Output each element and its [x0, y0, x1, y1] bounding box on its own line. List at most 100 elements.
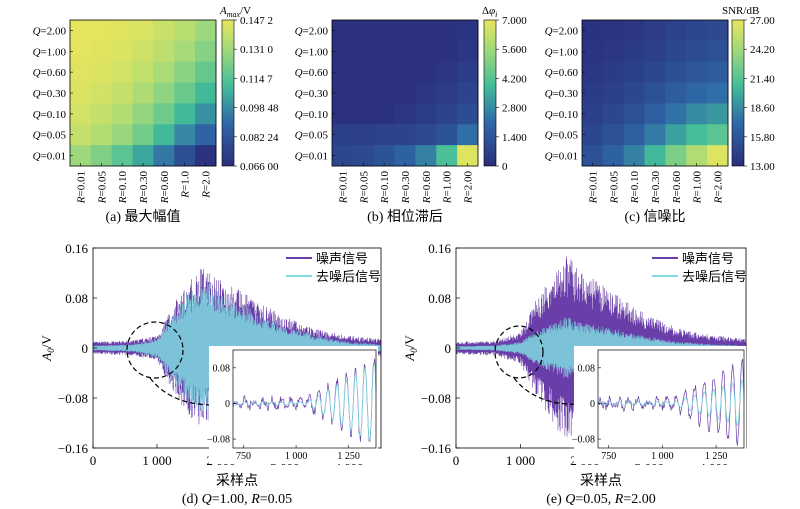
heatmap-cell — [644, 124, 666, 146]
heatmap-cell — [394, 103, 416, 125]
heatmap-cell — [686, 40, 708, 63]
heatmap-cell — [195, 145, 217, 167]
heatmap-cell — [90, 40, 113, 63]
heatmap-cell — [707, 103, 729, 125]
heatmap-cell — [582, 145, 604, 167]
heatmap-cell — [602, 40, 625, 63]
heatmap-xlabel: R=1.0 — [180, 171, 192, 199]
heatmap-cell — [707, 20, 729, 42]
heatmap-xlabel: R=0.30 — [650, 171, 662, 205]
heatmap-ylabel: Q=1.00 — [295, 46, 329, 58]
heatmap-cell — [665, 145, 687, 167]
heatmap-ylabel: Q=0.01 — [33, 151, 66, 163]
heatmap-cell — [707, 61, 729, 83]
heatmap-cell — [665, 103, 687, 125]
colorbar-tick-label: 0.131 0 — [240, 44, 274, 56]
heatmap-cell — [602, 124, 625, 146]
heatmap-cell — [582, 82, 604, 104]
heatmap-cell — [686, 61, 708, 83]
caption-d: (d) Q=1.00, R=0.05 — [182, 492, 292, 507]
heatmap-ylabel: Q=2.00 — [545, 25, 579, 37]
heatmap-cell — [153, 124, 175, 146]
heatmap-cell — [623, 103, 645, 125]
caption-e: (e) Q=0.05, R=2.00 — [546, 492, 656, 507]
signal-xtick-label: 1 000 — [142, 453, 171, 468]
colorbar-tick-label: 0.098 48 — [240, 103, 279, 115]
heatmap-xlabel: R=0.60 — [421, 171, 433, 205]
heatmap-cell — [195, 82, 217, 104]
heatmap-ylabel: Q=0.60 — [295, 67, 329, 79]
colorbar-a — [221, 19, 235, 167]
heatmap-cell — [686, 145, 708, 167]
signal-ytick-label: −0.08 — [421, 391, 451, 406]
colorbar-tick-label: 4.200 — [502, 73, 527, 85]
heatmap-cell — [644, 103, 666, 125]
heatmap-cell — [582, 61, 604, 83]
heatmap-cell — [70, 40, 92, 63]
heatmap-xlabel: R=1.00 — [692, 171, 704, 205]
heatmap-cell — [70, 20, 92, 42]
inset-ticks-d: 750 1 000 1 250 0.08 0 −0.08 — [207, 363, 360, 462]
heatmap-cell — [195, 103, 217, 125]
heatmap-cell — [602, 103, 625, 125]
colorbar-tick-label: 0.114 7 — [240, 73, 273, 85]
heatmap-cell — [90, 20, 113, 42]
heatmap-cell — [707, 124, 729, 146]
heatmap-cell — [582, 124, 604, 146]
colorbar-tick-label: 13.00 — [750, 161, 775, 173]
colorbar-tick-label: 0 — [502, 161, 508, 173]
heatmap-cell — [195, 20, 217, 42]
heatmap-ylabels-a: Q=2.00 Q=1.00 Q=0.60 Q=0.30 Q=0.10 Q=0.05 Q=0.… — [33, 25, 73, 163]
inset-e: 750 1 000 1 250 0.08 0 −0.08 — [572, 346, 746, 464]
heatmap-cell — [373, 145, 395, 167]
inset-background-e — [574, 346, 746, 464]
heatmap-cell — [644, 82, 666, 104]
heatmap-xlabel: R=0.10 — [379, 171, 391, 205]
signal-ytick-label: 0.16 — [428, 241, 451, 256]
heatmap-cell — [602, 61, 625, 83]
heatmap-cell — [644, 20, 666, 42]
signal-xtick-label: 0 — [453, 453, 460, 468]
heatmap-cell — [394, 61, 416, 83]
signal-yticks-d: 0.16 0.08 0 −0.08 −0.16 — [58, 241, 97, 456]
heatmap-xlabel: R=2.00 — [463, 171, 475, 205]
colorbar-title-b: Δφi — [482, 5, 497, 19]
colorbar-tick-label: 18.60 — [750, 103, 775, 115]
xlabel-e: 采样点 — [580, 473, 622, 489]
heatmap-cell — [436, 61, 458, 83]
heatmap-cell — [132, 40, 154, 63]
heatmap-cell — [665, 40, 687, 63]
heatmap-xlabel: R=0.05 — [608, 171, 620, 205]
heatmap-cell — [195, 61, 217, 83]
heatmap-cell — [352, 20, 375, 42]
heatmap-cell — [90, 82, 113, 104]
caption-b: (b) 相位滞后 — [367, 209, 443, 225]
xlabel-d: 采样点 — [216, 473, 258, 489]
signal-ytick-label: 0.08 — [428, 291, 451, 306]
heatmap-cell — [352, 61, 375, 83]
heatmap-cell — [373, 20, 395, 42]
heatmap-cell — [132, 124, 154, 146]
heatmap-cell — [111, 82, 133, 104]
signal-yticks-e: 0.16 0.08 0 −0.08 −0.16 — [421, 241, 460, 456]
caption-a: (a) 最大幅值 — [105, 209, 180, 225]
heatmap-cell — [132, 103, 154, 125]
heatmap-xlabel: R=0.10 — [629, 171, 641, 205]
heatmap-panel-c: Q=2.00 Q=1.00 Q=0.60 Q=0.30 Q=0.10 Q=0.05 Q=0.… — [545, 5, 776, 225]
heatmap-xlabels-a: R=0.01 R=0.05 R=0.10 R=0.30 R=0.60 R=1.0 R=2.0 — [75, 163, 213, 204]
heatmap-cell — [153, 145, 175, 167]
legend-label-denoised-e: 去噪后信号 — [682, 269, 747, 284]
heatmap-ylabel: Q=0.05 — [545, 130, 579, 142]
heatmap-ylabel: Q=2.00 — [33, 25, 67, 37]
heatmap-cell — [174, 124, 196, 146]
heatmap-cell — [332, 61, 354, 83]
heatmap-cell — [352, 145, 375, 167]
heatmap-cell — [457, 82, 479, 104]
heatmap-cell — [415, 124, 437, 146]
heatmap-cell — [132, 61, 154, 83]
heatmap-cell — [352, 82, 375, 104]
inset-ytick-label: −0.08 — [207, 435, 230, 446]
signal-ytick-label: 0.16 — [65, 241, 88, 256]
heatmap-ylabel: Q=0.60 — [33, 67, 67, 79]
signal-ytick-label: 0 — [82, 341, 89, 356]
